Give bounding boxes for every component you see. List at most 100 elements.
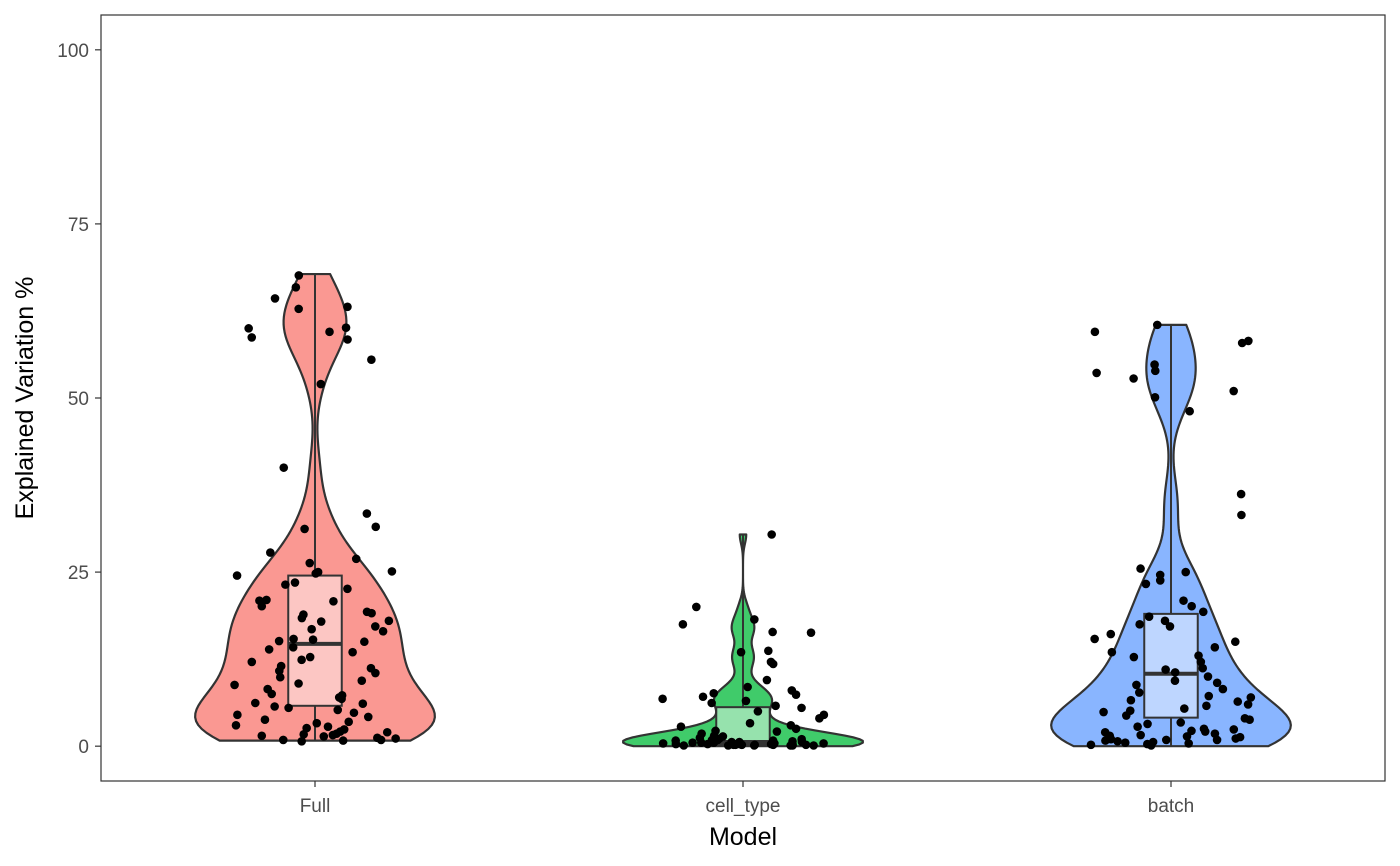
data-point <box>750 615 759 624</box>
data-point <box>1187 601 1196 611</box>
data-point <box>288 643 298 652</box>
data-point <box>1180 704 1189 713</box>
data-point <box>276 661 286 671</box>
data-point <box>279 463 289 472</box>
data-point <box>371 522 381 532</box>
jitter-points-layer <box>230 271 1256 750</box>
data-point <box>1185 406 1194 416</box>
data-point <box>307 624 316 634</box>
data-point <box>297 737 306 746</box>
data-point <box>1146 741 1156 750</box>
data-point <box>316 379 326 389</box>
data-point <box>709 688 718 698</box>
data-point <box>328 730 338 740</box>
data-point <box>1210 643 1220 652</box>
data-point <box>1135 620 1144 629</box>
data-point <box>1243 700 1253 709</box>
data-point <box>768 736 778 745</box>
data-point <box>384 616 394 626</box>
data-point <box>312 718 322 728</box>
data-point <box>1141 579 1151 589</box>
data-point <box>344 717 354 727</box>
data-point <box>1184 739 1193 748</box>
x-tick-label: cell_type <box>706 796 781 817</box>
data-point <box>376 735 386 745</box>
data-point <box>1212 735 1222 745</box>
data-point <box>382 727 392 737</box>
data-point <box>1150 393 1160 402</box>
data-point <box>357 676 367 686</box>
data-point <box>329 597 338 606</box>
data-point <box>1176 718 1186 727</box>
data-point <box>1113 737 1122 746</box>
data-point <box>300 524 309 534</box>
data-point <box>338 736 348 745</box>
data-point <box>1204 691 1214 701</box>
data-point <box>768 627 777 637</box>
data-point <box>671 739 681 749</box>
data-point <box>766 657 776 667</box>
x-tick-label: batch <box>1148 796 1194 817</box>
data-point <box>297 655 306 665</box>
data-point <box>736 647 746 657</box>
data-point <box>1199 724 1209 734</box>
data-point <box>741 696 751 706</box>
data-point <box>658 739 668 748</box>
x-axis: Full cell_type batch <box>300 781 1194 817</box>
data-point <box>289 634 298 644</box>
data-point <box>697 729 706 738</box>
data-point <box>325 327 334 337</box>
data-point <box>1231 734 1241 743</box>
data-point <box>753 707 763 716</box>
data-point <box>698 692 708 702</box>
data-point <box>371 622 380 631</box>
data-point <box>270 702 279 711</box>
data-point <box>333 705 343 715</box>
data-point <box>362 509 372 518</box>
data-point <box>713 735 723 745</box>
data-point <box>1092 368 1101 378</box>
data-point <box>762 675 772 685</box>
data-point <box>1107 647 1117 657</box>
data-point <box>230 680 239 690</box>
y-tick-label: 0 <box>78 737 89 758</box>
data-point <box>257 731 267 741</box>
data-point <box>735 739 744 749</box>
data-point <box>358 699 368 708</box>
data-point <box>806 628 816 637</box>
data-point <box>676 722 686 731</box>
data-point <box>1090 634 1099 644</box>
data-point <box>1230 637 1240 647</box>
data-point <box>305 652 315 662</box>
data-point <box>291 282 301 292</box>
data-point <box>244 324 253 333</box>
data-point <box>1150 366 1160 376</box>
data-point <box>743 682 752 692</box>
data-point <box>232 571 242 580</box>
data-point <box>343 302 352 312</box>
data-point <box>787 686 797 695</box>
data-point <box>692 602 701 612</box>
data-point <box>316 617 326 626</box>
y-tick-label: 25 <box>68 563 89 584</box>
data-point <box>745 718 755 728</box>
data-point <box>313 567 323 577</box>
data-point <box>343 584 352 594</box>
data-point <box>764 646 773 656</box>
data-point <box>351 554 361 564</box>
data-point <box>294 679 303 688</box>
data-point <box>1233 697 1243 706</box>
data-point <box>366 663 376 673</box>
data-point <box>294 304 303 314</box>
data-point <box>233 710 242 720</box>
data-point <box>391 734 400 743</box>
data-point <box>1194 651 1203 660</box>
data-point <box>1161 665 1170 674</box>
data-point <box>341 323 351 332</box>
data-point <box>786 720 796 730</box>
data-point <box>290 578 300 587</box>
data-point <box>1170 676 1180 686</box>
data-point <box>278 735 288 745</box>
data-point <box>801 740 811 750</box>
